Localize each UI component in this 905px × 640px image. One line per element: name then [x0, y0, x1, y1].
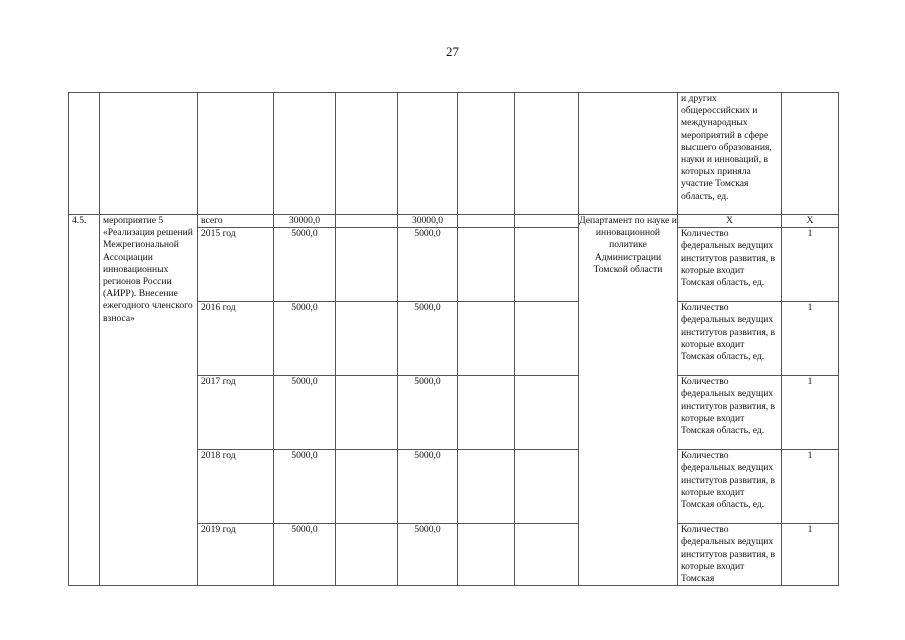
value-cell: 1 — [781, 523, 839, 587]
executor-cell: Департамент по науке и инновационной пол… — [578, 213, 678, 587]
total-cell: 5000,0 — [273, 227, 336, 303]
regional-cell: 30000,0 — [397, 213, 458, 229]
page-number: 27 — [446, 44, 459, 59]
regional-cell: 5000,0 — [397, 375, 458, 451]
value-cell: 1 — [781, 227, 839, 303]
indicator-cell: и других общероссийских и международных … — [677, 92, 782, 215]
table-row-year: 2019 год 5000,0 5000,0 Количество федера… — [69, 523, 839, 587]
indicator-cell: Количество федеральных ведущих институто… — [677, 449, 782, 525]
table-row-total: 4.5. мероприятие 5 «Реализация решений М… — [68, 213, 839, 587]
total-cell: 5000,0 — [273, 375, 336, 451]
period-cell: 2015 год — [197, 227, 274, 303]
value-cell: 1 — [781, 375, 839, 451]
indicator-cell: Количество федеральных ведущих институто… — [677, 375, 782, 451]
period-cell: 2017 год — [197, 375, 274, 451]
regional-cell: 5000,0 — [397, 523, 458, 587]
period-cell: всего — [197, 213, 274, 229]
table-row-continued: и других общероссийских и международных … — [68, 92, 839, 215]
value-cell: 1 — [781, 449, 839, 525]
regional-cell: 5000,0 — [397, 301, 458, 377]
regional-cell: 5000,0 — [397, 449, 458, 525]
total-cell: 5000,0 — [273, 523, 336, 587]
indicator-cell: Количество федеральных ведущих институто… — [677, 227, 782, 303]
indicator-cell: Х — [677, 213, 782, 229]
program-table: и других общероссийских и международных … — [68, 92, 839, 587]
regional-cell: 5000,0 — [397, 227, 458, 303]
indicator-cell: Количество федеральных ведущих институто… — [677, 301, 782, 377]
value-cell: 1 — [781, 301, 839, 377]
indicator-cell: Количество федеральных ведущих институто… — [677, 523, 782, 587]
total-cell: 5000,0 — [273, 301, 336, 377]
period-cell: 2018 год — [197, 449, 274, 525]
table-row-year: 2016 год 5000,0 5000,0 Количество федера… — [69, 301, 839, 377]
value-cell: Х — [781, 213, 839, 229]
period-cell: 2019 год — [197, 523, 274, 587]
item-name: мероприятие 5 «Реализация решений Межрег… — [99, 213, 198, 587]
item-number: 4.5. — [68, 213, 100, 587]
period-cell: 2016 год — [197, 301, 274, 377]
total-cell: 30000,0 — [273, 213, 336, 229]
table-row-year: 2015 год 5000,0 5000,0 Количество федера… — [69, 227, 839, 303]
total-cell: 5000,0 — [273, 449, 336, 525]
